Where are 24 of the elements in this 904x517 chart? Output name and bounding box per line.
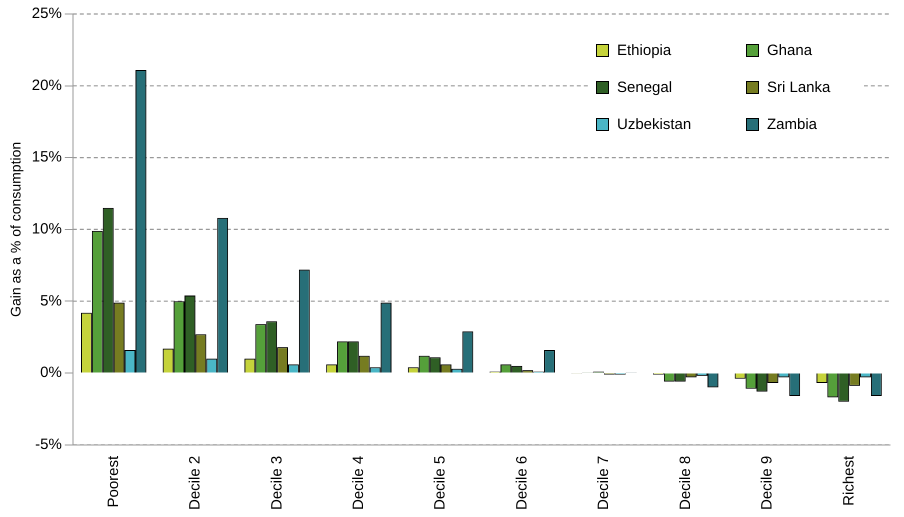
legend-label: Ghana (767, 42, 812, 59)
x-tick-label: Decile 2 (186, 456, 204, 510)
y-tick-label: 0% (40, 364, 62, 382)
legend-label: Ethiopia (617, 42, 672, 59)
y-tick-label: -5% (35, 436, 62, 453)
y-tick-label: 5% (40, 292, 62, 310)
x-tick-label: Decile 5 (432, 456, 449, 510)
y-axis-title: Gain as a % of consumption (7, 142, 24, 317)
y-tick-label: 15% (32, 148, 62, 166)
x-tick-label: Decile 3 (268, 456, 286, 510)
y-tick-label: 25% (32, 5, 62, 22)
legend-label: Zambia (767, 116, 818, 133)
x-tick-label: Decile 8 (676, 456, 694, 510)
y-tick-label: 20% (32, 76, 62, 94)
legend-label: Sri Lanka (767, 79, 830, 96)
x-tick-label: Decile 9 (758, 456, 776, 510)
y-tick-label: 10% (32, 220, 62, 238)
x-tick-label: Decile 7 (595, 456, 612, 510)
x-tick-label: Decile 4 (350, 456, 367, 510)
legend-label: Uzbekistan (617, 116, 692, 133)
x-tick-label: Poorest (104, 454, 122, 508)
legend-label: Senegal (617, 79, 672, 96)
x-tick-label: Richest (840, 454, 858, 506)
x-tick-label: Decile 6 (513, 456, 530, 510)
